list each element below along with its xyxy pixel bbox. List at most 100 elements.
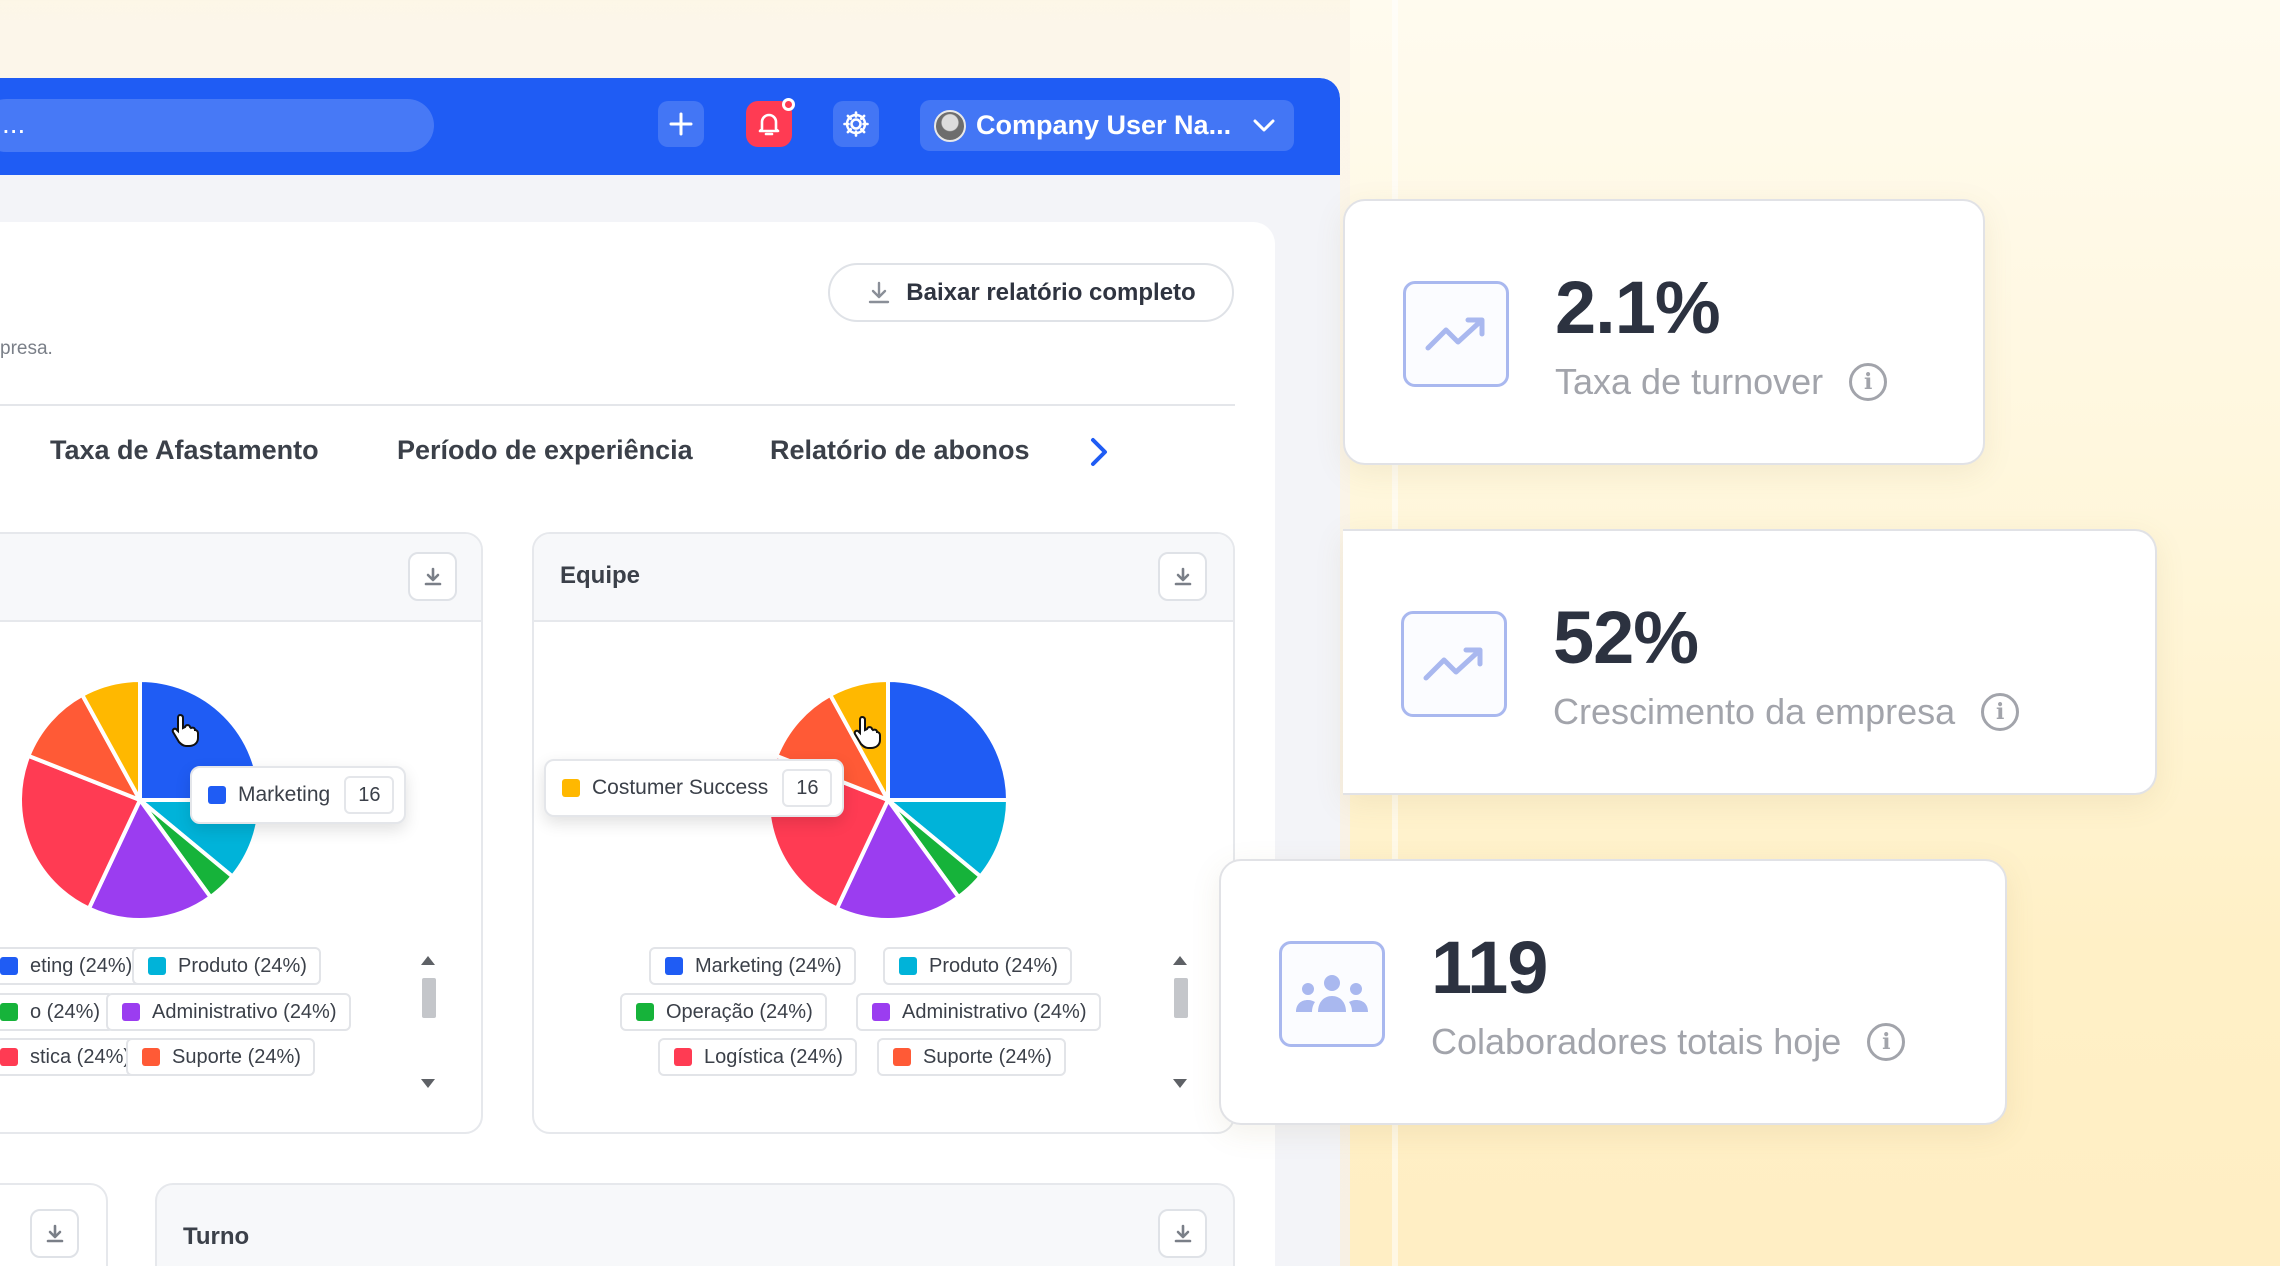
- stat-card-turnover: 2.1% Taxa de turnover i: [1343, 199, 1985, 465]
- trending-up-icon: [1423, 647, 1483, 681]
- settings-button[interactable]: [833, 101, 879, 147]
- legend-label: Suporte (24%): [172, 1045, 301, 1068]
- pie-slice-administrativo[interactable]: [86, 796, 214, 922]
- cursor-hand-icon: [171, 713, 199, 747]
- top-bar: ... Company User Na...: [0, 78, 1340, 175]
- tabs-next-button[interactable]: [1085, 432, 1115, 477]
- legend-swatch: [0, 1048, 18, 1066]
- tooltip-swatch: [208, 786, 226, 804]
- legend-swatch: [142, 1048, 160, 1066]
- chevron-down-icon: [1253, 119, 1275, 131]
- legend-swatch: [122, 1003, 140, 1021]
- gear-icon: [843, 111, 869, 137]
- card-title-equipe: Equipe: [560, 562, 641, 589]
- notifications-button[interactable]: [746, 98, 795, 147]
- legend-label: o (24%): [30, 1000, 101, 1023]
- pie-slice-logística[interactable]: [18, 753, 143, 912]
- stat-value: 119: [1431, 926, 1548, 1009]
- chevron-right-icon: [1091, 438, 1107, 466]
- legend-label: Marketing (24%): [695, 954, 842, 977]
- legend-swatch: [636, 1003, 654, 1021]
- legend-scrollbar-equipe[interactable]: [1168, 952, 1192, 1092]
- legend-label: Produto (24%): [178, 954, 307, 977]
- legend-swatch: [872, 1003, 890, 1021]
- info-icon[interactable]: i: [1981, 693, 2020, 731]
- chart-card-equipe: Equipe: [532, 532, 1235, 1134]
- pie-slice-produto[interactable]: [882, 798, 1011, 880]
- legend-item[interactable]: Produto (24%): [132, 947, 321, 985]
- pie-tooltip-left: Marketing 16: [190, 766, 407, 824]
- legend-item[interactable]: eting (24%): [0, 947, 147, 985]
- legend-label: Suporte (24%): [923, 1045, 1052, 1068]
- notification-dot: [782, 98, 795, 111]
- tab-taxa-afastamento[interactable]: Taxa de Afastamento: [50, 435, 319, 465]
- download-icon: [1174, 1224, 1191, 1242]
- avatar: [934, 109, 966, 142]
- legend-item[interactable]: stica (24%): [0, 1038, 145, 1076]
- legend-label: stica (24%): [30, 1045, 131, 1068]
- add-button[interactable]: [658, 101, 704, 147]
- info-icon[interactable]: i: [1849, 363, 1888, 401]
- tabs-divider: [0, 404, 1235, 406]
- page-subtitle: presa.: [0, 338, 53, 359]
- legend-item[interactable]: Marketing (24%): [649, 947, 856, 985]
- legend-swatch: [665, 957, 683, 975]
- legend-item[interactable]: Produto (24%): [883, 947, 1072, 985]
- download-icon: [1174, 567, 1191, 585]
- legend-label: Logística (24%): [704, 1045, 843, 1068]
- stat-card-growth: 52% Crescimento da empresa i: [1343, 529, 2157, 795]
- download-icon: [424, 567, 441, 585]
- card-download-button[interactable]: [408, 552, 457, 601]
- pie-slice-administrativo[interactable]: [834, 796, 962, 922]
- pie-slice-suporte[interactable]: [25, 692, 145, 804]
- legend-swatch: [0, 957, 18, 975]
- tooltip-label: Marketing: [238, 783, 331, 806]
- legend-scrollbar-left[interactable]: [416, 952, 440, 1092]
- pie-slice-marketing[interactable]: [886, 677, 1011, 802]
- stat-icon-box: [1401, 611, 1507, 717]
- legend-label: Administrativo (24%): [152, 1000, 337, 1023]
- cursor-hand-icon: [853, 715, 881, 749]
- stat-label: Crescimento da empresa i: [1553, 691, 2020, 733]
- legend-label: Produto (24%): [929, 954, 1058, 977]
- bell-icon: [758, 113, 780, 136]
- legend-swatch: [148, 957, 166, 975]
- search-input[interactable]: ...: [0, 99, 434, 152]
- stat-value: 2.1%: [1555, 266, 1721, 349]
- legend-item[interactable]: o (24%): [0, 993, 115, 1031]
- stat-label: Taxa de turnover i: [1555, 361, 1888, 403]
- card-download-button[interactable]: [30, 1209, 79, 1258]
- info-icon[interactable]: i: [1867, 1023, 1906, 1061]
- legend-item[interactable]: Suporte (24%): [126, 1038, 315, 1076]
- legend-item[interactable]: Administrativo (24%): [856, 993, 1101, 1031]
- legend-item[interactable]: Operação (24%): [620, 993, 827, 1031]
- tooltip-value: 16: [344, 776, 395, 814]
- card-download-button[interactable]: [1158, 1209, 1207, 1258]
- plus-icon: [669, 112, 693, 136]
- download-full-report-button[interactable]: Baixar relatório completo: [828, 263, 1234, 322]
- legend-label: eting (24%): [30, 954, 133, 977]
- pie-tooltip-equipe: Costumer Success 16: [544, 759, 845, 817]
- legend-item[interactable]: Logística (24%): [658, 1038, 857, 1076]
- stat-value: 52%: [1553, 596, 1699, 679]
- tab-periodo-experiencia[interactable]: Período de experiência: [397, 435, 693, 465]
- users-group-icon: [1296, 975, 1368, 1012]
- pie-slice-costumer-success[interactable]: [79, 677, 142, 801]
- chart-card-bottom-left: [0, 1183, 108, 1266]
- tooltip-label: Costumer Success: [592, 776, 769, 799]
- trending-up-icon: [1425, 317, 1485, 351]
- tooltip-value: 16: [782, 769, 833, 807]
- tab-relatorio-abonos[interactable]: Relatório de abonos: [770, 435, 1030, 465]
- pie-slice-suporte[interactable]: [773, 692, 893, 804]
- stat-icon-box: [1279, 941, 1385, 1047]
- card-download-button[interactable]: [1158, 552, 1207, 601]
- chart-card-turno: Turno: [155, 1183, 1235, 1266]
- download-icon: [46, 1224, 63, 1242]
- legend-item[interactable]: Suporte (24%): [877, 1038, 1066, 1076]
- pie-chart-equipe: [766, 677, 1011, 922]
- tooltip-swatch: [562, 779, 580, 797]
- legend-item[interactable]: Administrativo (24%): [106, 993, 351, 1031]
- user-menu[interactable]: Company User Na...: [920, 100, 1294, 151]
- legend-swatch: [893, 1048, 911, 1066]
- download-icon: [869, 281, 890, 303]
